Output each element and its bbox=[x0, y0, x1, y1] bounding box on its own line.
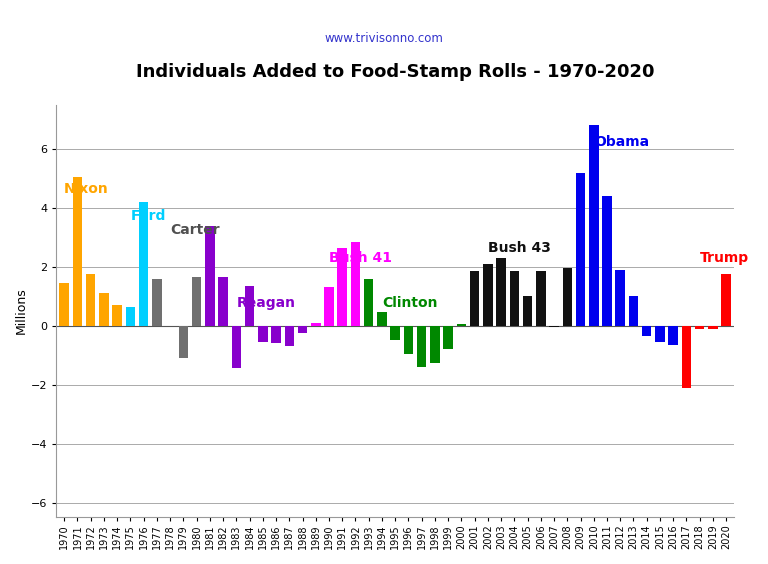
Bar bbox=[192, 277, 201, 326]
Bar bbox=[218, 277, 228, 326]
Text: Trump: Trump bbox=[700, 252, 749, 265]
Bar bbox=[324, 288, 334, 326]
Bar bbox=[311, 323, 320, 326]
Bar bbox=[510, 271, 519, 326]
Bar bbox=[99, 293, 109, 326]
Bar bbox=[152, 279, 162, 326]
Bar bbox=[73, 177, 82, 326]
Bar bbox=[708, 326, 717, 329]
Bar bbox=[232, 326, 241, 368]
Bar bbox=[298, 326, 307, 333]
Bar bbox=[126, 307, 135, 326]
Bar bbox=[523, 296, 532, 326]
Bar bbox=[205, 226, 214, 326]
Bar bbox=[390, 326, 400, 341]
Bar bbox=[245, 286, 254, 326]
Bar bbox=[364, 279, 373, 326]
Bar bbox=[377, 312, 387, 326]
Bar bbox=[351, 242, 360, 326]
Text: Carter: Carter bbox=[170, 223, 220, 237]
Bar bbox=[576, 173, 585, 326]
Bar bbox=[139, 202, 148, 326]
Text: www.trivisonno.com: www.trivisonno.com bbox=[325, 32, 443, 45]
Bar bbox=[668, 326, 678, 345]
Bar bbox=[536, 271, 545, 326]
Bar bbox=[562, 268, 572, 326]
Bar bbox=[430, 326, 440, 363]
Text: Bush 41: Bush 41 bbox=[329, 252, 392, 265]
Bar bbox=[59, 283, 69, 326]
Bar bbox=[443, 326, 453, 349]
Y-axis label: Millions: Millions bbox=[15, 288, 28, 334]
Bar bbox=[589, 125, 598, 326]
Bar bbox=[496, 258, 506, 326]
Bar bbox=[112, 305, 122, 326]
Bar bbox=[549, 326, 559, 327]
Text: Reagan: Reagan bbox=[237, 296, 296, 310]
Text: Nixon: Nixon bbox=[65, 182, 109, 196]
Bar bbox=[179, 326, 188, 358]
Title: Individuals Added to Food-Stamp Rolls - 1970-2020: Individuals Added to Food-Stamp Rolls - … bbox=[136, 63, 654, 81]
Bar bbox=[655, 326, 665, 342]
Bar bbox=[602, 196, 612, 326]
Bar bbox=[271, 326, 281, 343]
Text: Bush 43: Bush 43 bbox=[488, 241, 551, 255]
Bar bbox=[417, 326, 426, 367]
Bar bbox=[642, 326, 651, 336]
Bar bbox=[695, 326, 704, 329]
Bar bbox=[682, 326, 691, 387]
Bar bbox=[483, 264, 492, 326]
Text: Ford: Ford bbox=[131, 209, 166, 223]
Bar bbox=[629, 296, 638, 326]
Bar bbox=[404, 326, 413, 354]
Bar bbox=[337, 248, 347, 326]
Bar bbox=[470, 271, 479, 326]
Bar bbox=[284, 326, 294, 346]
Bar bbox=[457, 324, 466, 326]
Bar bbox=[258, 326, 267, 342]
Bar bbox=[615, 270, 625, 326]
Bar bbox=[721, 274, 731, 326]
Text: Clinton: Clinton bbox=[382, 296, 438, 310]
Bar bbox=[86, 274, 95, 326]
Text: Obama: Obama bbox=[594, 135, 649, 149]
